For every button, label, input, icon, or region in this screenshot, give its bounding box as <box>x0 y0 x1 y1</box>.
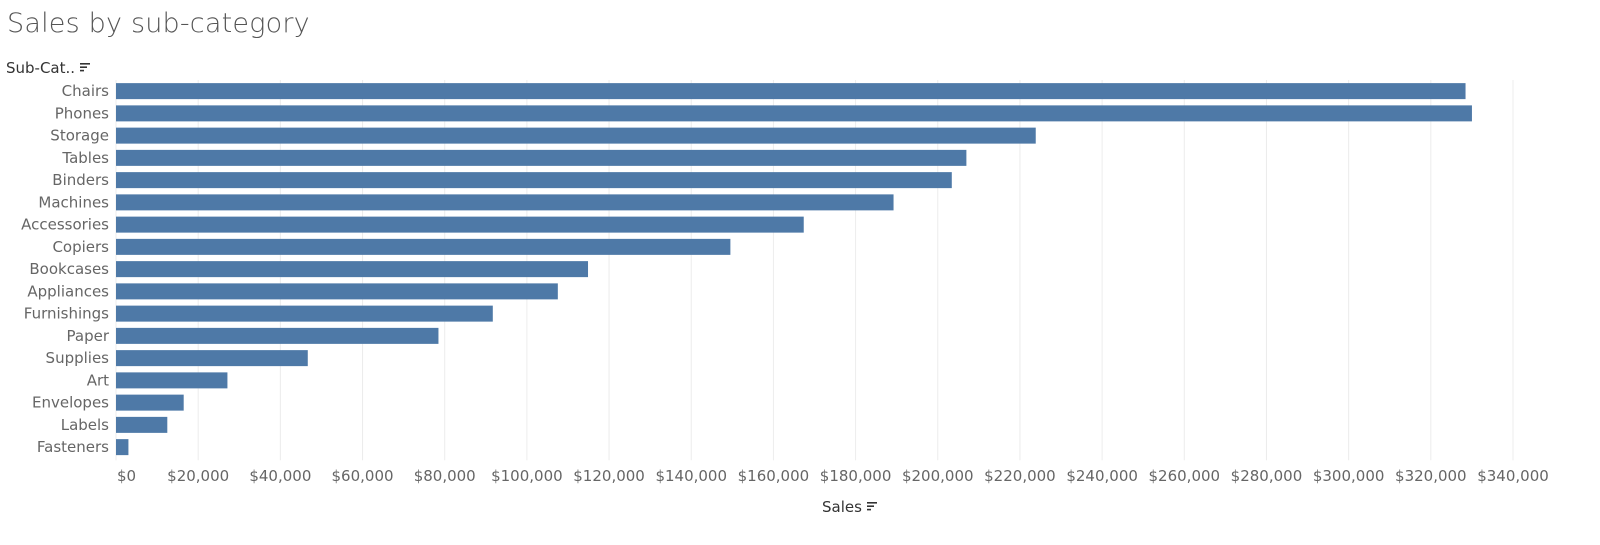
x-tick-label: $100,000 <box>491 467 563 485</box>
bars <box>116 83 1472 456</box>
x-axis-ticks: $0 $20,000 $40,000 $60,000 $80,000 $100,000 $1… <box>117 467 1549 485</box>
bar-copiers[interactable] <box>116 238 731 255</box>
x-tick-label: $280,000 <box>1231 467 1303 485</box>
x-tick-label: $80,000 <box>414 467 476 485</box>
category-label[interactable]: Fasteners <box>37 438 109 456</box>
x-axis-title[interactable]: Sales <box>0 498 1600 516</box>
category-label[interactable]: Supplies <box>46 349 110 367</box>
x-tick-label: $260,000 <box>1149 467 1221 485</box>
x-tick-label: $180,000 <box>820 467 892 485</box>
x-tick-label: $200,000 <box>902 467 974 485</box>
x-tick-label: $160,000 <box>738 467 810 485</box>
bar-fasteners[interactable] <box>116 439 129 456</box>
bar-labels[interactable] <box>116 416 168 433</box>
row-header-label: Sub-Cat.. <box>6 59 76 77</box>
bar-paper[interactable] <box>116 327 439 344</box>
x-tick-label: $220,000 <box>984 467 1056 485</box>
bar-art[interactable] <box>116 372 228 389</box>
category-label[interactable]: Binders <box>52 171 109 189</box>
category-label[interactable]: Chairs <box>62 82 110 100</box>
x-tick-label: $320,000 <box>1395 467 1467 485</box>
x-tick-label: $140,000 <box>655 467 727 485</box>
bar-chairs[interactable] <box>116 83 1466 100</box>
x-tick-label: $120,000 <box>573 467 645 485</box>
bar-envelopes[interactable] <box>116 394 184 411</box>
x-tick-label: $340,000 <box>1477 467 1549 485</box>
bar-furnishings[interactable] <box>116 305 493 322</box>
category-labels: Chairs Phones Storage Tables Binders Machines… <box>21 82 110 456</box>
category-label[interactable]: Tables <box>61 149 109 167</box>
bar-appliances[interactable] <box>116 283 558 300</box>
x-tick-label: $60,000 <box>332 467 394 485</box>
x-tick-label: $240,000 <box>1066 467 1138 485</box>
category-label[interactable]: Copiers <box>52 238 109 256</box>
category-label[interactable]: Machines <box>38 193 109 211</box>
bar-supplies[interactable] <box>116 350 308 367</box>
bar-machines[interactable] <box>116 194 894 211</box>
category-label[interactable]: Phones <box>55 104 109 122</box>
category-label[interactable]: Art <box>87 371 109 389</box>
x-axis-title-label: Sales <box>822 498 862 516</box>
category-label[interactable]: Furnishings <box>24 305 109 323</box>
x-tick-label: $300,000 <box>1313 467 1385 485</box>
category-label[interactable]: Paper <box>67 327 110 345</box>
category-label[interactable]: Labels <box>61 416 109 434</box>
bar-tables[interactable] <box>116 149 967 166</box>
sort-descending-icon[interactable] <box>866 498 878 516</box>
x-tick-label: $0 <box>117 467 136 485</box>
bar-storage[interactable] <box>116 127 1036 144</box>
category-label[interactable]: Accessories <box>21 216 109 234</box>
x-tick-label: $20,000 <box>167 467 229 485</box>
sort-descending-icon[interactable] <box>79 59 91 77</box>
bar-binders[interactable] <box>116 172 952 189</box>
category-label[interactable]: Bookcases <box>29 260 109 278</box>
bar-accessories[interactable] <box>116 216 804 233</box>
row-header[interactable]: Sub-Cat.. <box>6 59 91 77</box>
chart-title: Sales by sub-category <box>7 8 310 39</box>
category-label[interactable]: Envelopes <box>32 394 109 412</box>
bar-bookcases[interactable] <box>116 261 589 278</box>
bar-phones[interactable] <box>116 105 1472 122</box>
category-label[interactable]: Storage <box>50 127 109 145</box>
x-tick-label: $40,000 <box>249 467 311 485</box>
category-label[interactable]: Appliances <box>27 282 109 300</box>
